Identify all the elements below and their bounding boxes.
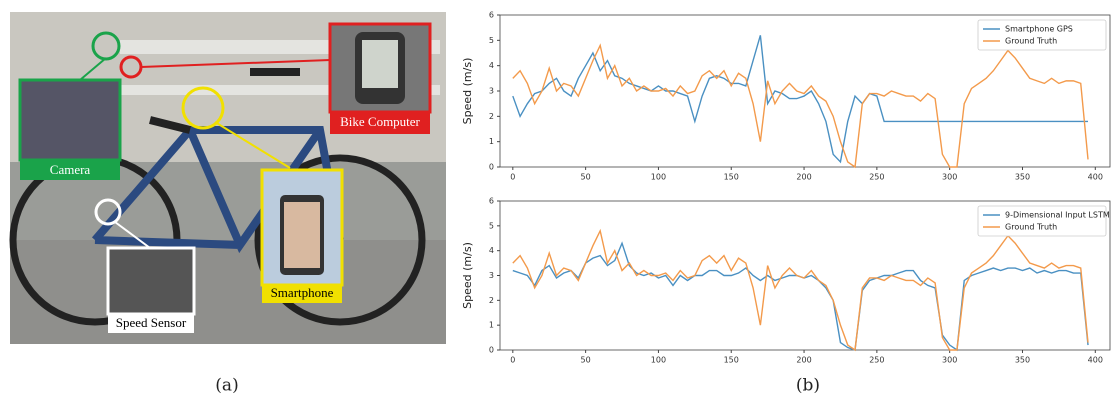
figure: Camera Bike Computer Smartphone Speed Se… bbox=[0, 0, 1116, 408]
x-tick-label: 200 bbox=[796, 356, 811, 365]
x-tick-label: 50 bbox=[581, 356, 591, 365]
x-tick-label: 250 bbox=[869, 173, 884, 182]
y-tick-label: 2 bbox=[489, 112, 494, 121]
data-line bbox=[513, 45, 1088, 167]
y-tick-label: 5 bbox=[489, 221, 494, 230]
x-tick-label: 200 bbox=[796, 173, 811, 182]
legend-label: Smartphone GPS bbox=[1005, 25, 1073, 34]
x-tick-label: 100 bbox=[651, 356, 666, 365]
bike-photo: Camera Bike Computer Smartphone Speed Se… bbox=[10, 12, 446, 344]
y-tick-label: 0 bbox=[489, 163, 494, 172]
legend-label: Ground Truth bbox=[1005, 37, 1057, 46]
page: {"photo": {"labels": ["Camera", "Bike Co… bbox=[0, 0, 1116, 408]
data-line bbox=[513, 35, 1088, 162]
legend-label: Ground Truth bbox=[1005, 223, 1057, 232]
x-tick-label: 400 bbox=[1088, 356, 1103, 365]
y-tick-label: 6 bbox=[489, 11, 494, 20]
x-tick-label: 300 bbox=[942, 173, 957, 182]
y-axis-label: Speed (m/s) bbox=[461, 58, 474, 125]
photo-label: Speed Sensor bbox=[116, 315, 187, 330]
y-tick-label: 1 bbox=[489, 137, 494, 146]
y-tick-label: 6 bbox=[489, 197, 494, 206]
x-tick-label: 100 bbox=[651, 173, 666, 182]
y-tick-label: 4 bbox=[489, 61, 494, 70]
x-tick-label: 350 bbox=[1015, 356, 1030, 365]
legend-label: 9-Dimensional Input LSTM bbox=[1005, 211, 1110, 220]
x-tick-label: 0 bbox=[510, 173, 515, 182]
caption: (a) bbox=[215, 376, 238, 396]
x-tick-label: 350 bbox=[1015, 173, 1030, 182]
y-tick-label: 5 bbox=[489, 36, 494, 45]
y-tick-label: 2 bbox=[489, 296, 494, 305]
photo-label: Bike Computer bbox=[340, 114, 420, 129]
y-tick-label: 3 bbox=[489, 87, 494, 96]
y-tick-label: 0 bbox=[489, 346, 494, 355]
y-tick-label: 1 bbox=[489, 321, 494, 330]
photo-label: Camera bbox=[50, 162, 91, 177]
caption: (b) bbox=[796, 376, 820, 396]
data-line bbox=[513, 243, 1088, 350]
x-tick-label: 150 bbox=[724, 356, 739, 365]
x-tick-label: 250 bbox=[869, 356, 884, 365]
x-tick-label: 300 bbox=[942, 356, 957, 365]
x-tick-label: 0 bbox=[510, 356, 515, 365]
x-tick-label: 50 bbox=[581, 173, 591, 182]
photo-label: Smartphone bbox=[271, 285, 334, 300]
data-line bbox=[513, 231, 1088, 350]
y-tick-label: 4 bbox=[489, 246, 494, 255]
x-tick-label: 400 bbox=[1088, 173, 1103, 182]
x-tick-label: 150 bbox=[724, 173, 739, 182]
y-tick-label: 3 bbox=[489, 271, 494, 280]
y-axis-label: Speed (m/s) bbox=[461, 242, 474, 309]
